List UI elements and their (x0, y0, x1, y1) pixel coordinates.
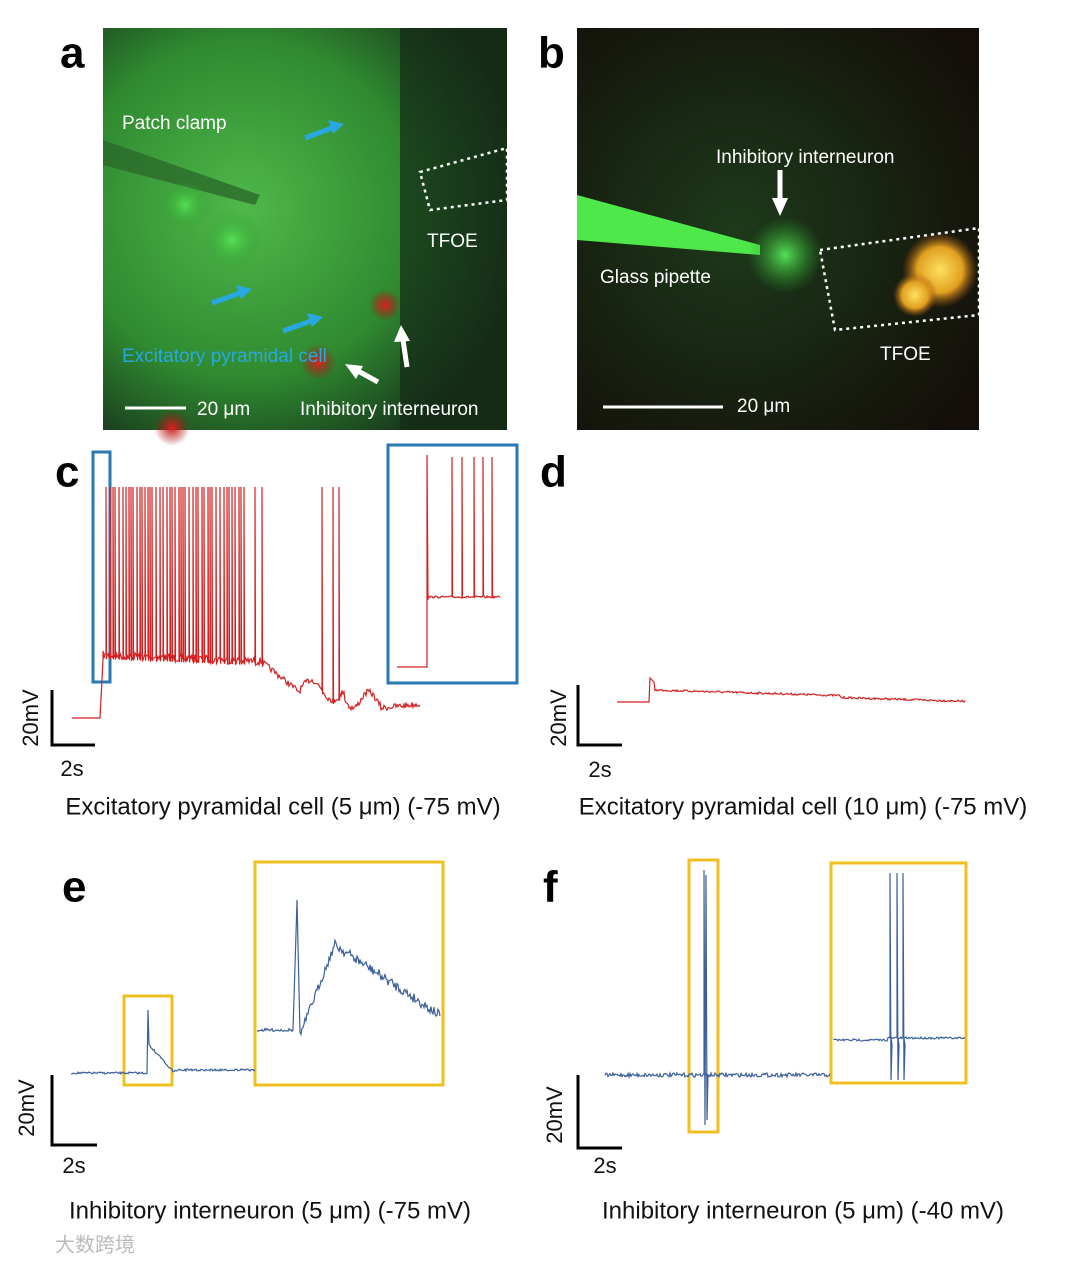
scale-bar (50, 690, 95, 747)
panel-label: c (55, 448, 79, 497)
highlight-box (687, 858, 720, 1134)
voltage-trace (71, 1009, 256, 1076)
annotation: TFOE (880, 344, 931, 365)
annotation: Inhibitory interneuron (716, 147, 895, 168)
panel-label: e (62, 863, 86, 912)
annotation: Patch clamp (122, 113, 227, 134)
scale-x-label: 2s (588, 757, 611, 782)
scale-x-label: 2s (593, 1153, 616, 1178)
annotation: Glass pipette (600, 267, 711, 288)
caption: Inhibitory interneuron (5 μm) (-40 mV) (602, 1197, 1004, 1224)
highlight-box (91, 450, 112, 684)
scale-bar-label: 20 μm (737, 396, 790, 417)
panel-label: d (540, 448, 567, 497)
voltage-trace (604, 869, 831, 1126)
voltage-trace (72, 486, 421, 719)
annotation: Inhibitory interneuron (300, 399, 479, 420)
inset-box (253, 860, 445, 1087)
scale-x-label: 2s (60, 756, 83, 781)
scale-y-label: 20mV (546, 689, 571, 747)
scale-bar (576, 1075, 622, 1150)
scale-bar (50, 1075, 97, 1147)
inset-box (829, 861, 968, 1085)
panel-label: f (543, 863, 558, 912)
inset-trace (833, 872, 966, 1081)
scale-bar (576, 685, 622, 747)
scale-y-label: 20mV (542, 1086, 567, 1144)
scale-x-label: 2s (62, 1153, 85, 1178)
inset-trace (257, 899, 441, 1037)
panel-label: a (60, 29, 85, 78)
panel-label: b (538, 29, 565, 78)
caption: Inhibitory interneuron (5 μm) (-75 mV) (69, 1197, 471, 1224)
inset-trace (397, 454, 501, 668)
caption: Excitatory pyramidal cell (10 μm) (-75 m… (579, 793, 1028, 820)
scale-bar-label: 20 μm (197, 399, 250, 420)
annotation: Excitatory pyramidal cell (122, 346, 327, 367)
inset-box (386, 443, 519, 685)
image-b (577, 28, 981, 430)
caption: Excitatory pyramidal cell (5 μm) (-75 mV… (65, 793, 500, 820)
image-a (103, 28, 509, 446)
watermark: 大数跨境 (55, 1233, 135, 1256)
voltage-trace (617, 676, 966, 704)
scale-y-label: 20mV (18, 689, 43, 747)
highlight-box (122, 994, 174, 1087)
annotation: TFOE (427, 231, 478, 252)
scale-y-label: 20mV (14, 1079, 39, 1137)
